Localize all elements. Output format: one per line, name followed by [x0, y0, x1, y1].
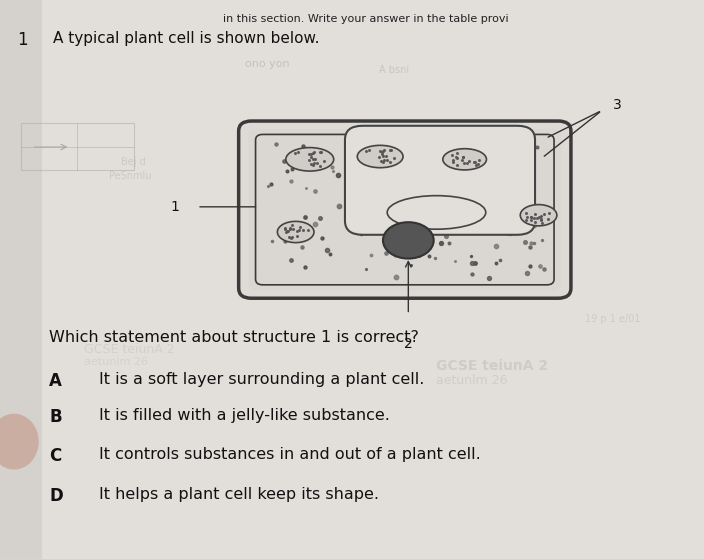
- Text: GCSE teiunA 2: GCSE teiunA 2: [84, 343, 175, 356]
- Ellipse shape: [286, 148, 334, 171]
- Text: It helps a plant cell keep its shape.: It helps a plant cell keep its shape.: [99, 487, 379, 503]
- Text: aetunlm 26: aetunlm 26: [436, 373, 508, 387]
- Ellipse shape: [520, 205, 557, 226]
- Ellipse shape: [0, 414, 39, 470]
- Ellipse shape: [383, 222, 434, 258]
- Text: 19 p 1 e/01: 19 p 1 e/01: [585, 314, 640, 324]
- FancyBboxPatch shape: [239, 121, 571, 299]
- Text: in this section. Write your answer in the table provi: in this section. Write your answer in th…: [223, 14, 509, 24]
- Ellipse shape: [357, 145, 403, 168]
- FancyBboxPatch shape: [345, 126, 535, 235]
- Text: It controls substances in and out of a plant cell.: It controls substances in and out of a p…: [99, 447, 480, 462]
- Text: A: A: [49, 372, 62, 390]
- Text: aetunlm 26: aetunlm 26: [84, 357, 149, 367]
- Text: It is a soft layer surrounding a plant cell.: It is a soft layer surrounding a plant c…: [99, 372, 424, 387]
- Text: ono yon: ono yon: [245, 59, 290, 69]
- Text: GCSE teiunA 2: GCSE teiunA 2: [436, 359, 548, 373]
- Text: C: C: [49, 447, 61, 465]
- Text: A bsni: A bsni: [379, 65, 409, 75]
- Text: 1: 1: [18, 31, 28, 49]
- Text: It is filled with a jelly-like substance.: It is filled with a jelly-like substance…: [99, 408, 389, 423]
- Text: 2: 2: [404, 337, 413, 351]
- Text: Bej d: Bej d: [121, 157, 146, 167]
- Bar: [0, 0, 42, 559]
- Ellipse shape: [277, 221, 314, 243]
- Text: 3: 3: [612, 98, 621, 112]
- Text: 1: 1: [170, 200, 180, 214]
- Ellipse shape: [443, 149, 486, 170]
- Ellipse shape: [387, 196, 486, 229]
- Text: B: B: [49, 408, 62, 426]
- Bar: [21, 123, 134, 170]
- Text: PeSnmlu: PeSnmlu: [109, 171, 151, 181]
- Text: A typical plant cell is shown below.: A typical plant cell is shown below.: [53, 31, 320, 46]
- Text: D: D: [49, 487, 63, 505]
- FancyBboxPatch shape: [249, 129, 561, 291]
- Text: Which statement about structure 1 is correct?: Which statement about structure 1 is cor…: [49, 330, 419, 345]
